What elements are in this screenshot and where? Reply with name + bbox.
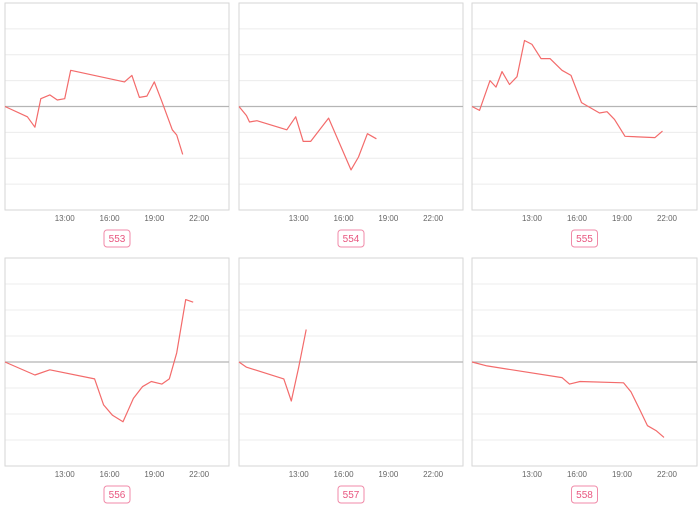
x-tick-label: 22:00: [423, 214, 444, 223]
x-tick-label: 22:00: [423, 470, 444, 479]
series-line: [4, 299, 194, 423]
panel-badge-554[interactable]: [337, 229, 365, 248]
x-tick-label: 22:00: [189, 470, 210, 479]
x-tick-label: 22:00: [657, 214, 678, 223]
x-tick-label: 19:00: [144, 470, 165, 479]
panel-badge-558[interactable]: [571, 485, 598, 504]
x-tick-label: 16:00: [334, 214, 355, 223]
chart-panel-554: 13:00 16:00 19:00 22:00 554: [238, 2, 464, 248]
chart-panel-556: 13:00 16:00 19:00 22:00 556: [4, 257, 230, 504]
panel-badge-label: 553: [109, 234, 126, 245]
x-tick-label: 16:00: [334, 470, 355, 479]
panel-badge-label: 555: [576, 234, 593, 245]
x-tick-label: 16:00: [100, 470, 121, 479]
series-line: [238, 329, 307, 402]
panel-badge-label: 558: [576, 490, 593, 501]
panel-badge-label: 557: [343, 490, 360, 501]
series-line: [238, 106, 377, 171]
x-tick-label: 13:00: [55, 214, 76, 223]
x-tick-label: 19:00: [378, 470, 399, 479]
series-line: [471, 39, 663, 139]
chart-panel-557: 13:00 16:00 19:00 22:00 557: [238, 257, 464, 504]
x-tick-label: 13:00: [289, 470, 310, 479]
panel-badge-557[interactable]: [337, 485, 365, 504]
x-tick-label: 16:00: [567, 214, 588, 223]
x-tick-label: 13:00: [289, 214, 310, 223]
x-tick-label: 22:00: [189, 214, 210, 223]
chart-panel-555: 13:00 16:00 19:00 22:00 555: [471, 2, 698, 248]
x-tick-label: 19:00: [144, 214, 165, 223]
series-line: [471, 361, 665, 438]
x-tick-label: 13:00: [55, 470, 76, 479]
x-tick-label: 19:00: [378, 214, 399, 223]
panel-badge-556[interactable]: [103, 485, 131, 504]
x-tick-label: 13:00: [522, 214, 543, 223]
x-tick-label: 13:00: [522, 470, 543, 479]
panel-badge-label: 556: [109, 490, 126, 501]
panel-badge-553[interactable]: [103, 229, 131, 248]
chart-panel-558: 13:00 16:00 19:00 22:00 558: [471, 257, 698, 504]
x-tick-label: 16:00: [567, 470, 588, 479]
x-tick-label: 16:00: [100, 214, 121, 223]
x-tick-label: 22:00: [657, 470, 678, 479]
chart-panel-553: 13:00 16:00 19:00 22:00 553: [4, 2, 230, 248]
series-line: [4, 69, 184, 155]
panel-badge-label: 554: [343, 234, 360, 245]
panel-badge-555[interactable]: [571, 229, 598, 248]
x-tick-label: 19:00: [612, 470, 633, 479]
x-tick-label: 19:00: [612, 214, 633, 223]
